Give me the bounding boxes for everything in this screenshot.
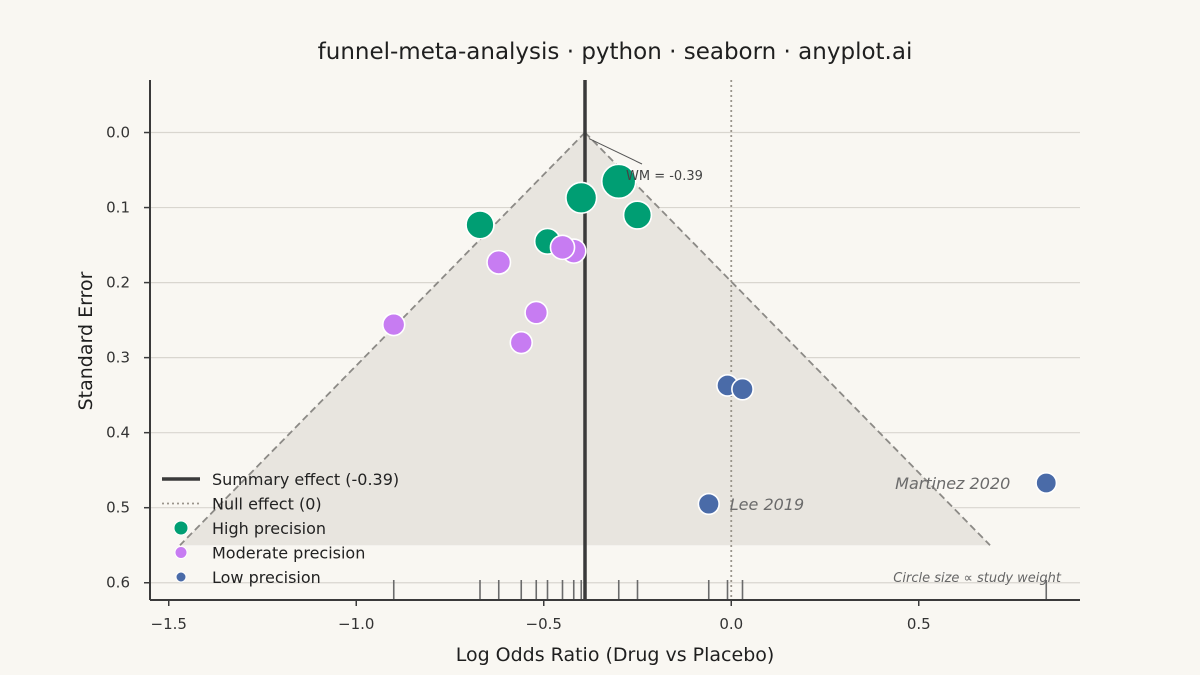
y-tick-label: 0.6 [106, 574, 130, 592]
legend-point-swatch [173, 520, 189, 536]
reference-lines [179, 80, 991, 600]
point-label: Martinez 2020 [895, 474, 1010, 493]
rug-marks [392, 580, 1048, 600]
study-point [524, 300, 549, 325]
y-axis-label: Standard Error [75, 271, 97, 410]
study-point [381, 312, 406, 337]
study-point [731, 377, 754, 401]
legend-label: High precision [212, 519, 326, 538]
legend-label: Null effect (0) [212, 495, 322, 514]
study-point [1035, 471, 1058, 494]
x-axis-label: Log Odds Ratio (Drug vs Placebo) [456, 644, 775, 666]
study-point [697, 492, 720, 516]
x-tick-label: 0.0 [719, 615, 743, 633]
wm-annotation-leader [588, 138, 643, 165]
legend-point-swatch [174, 546, 188, 559]
y-tick-label: 0.1 [106, 199, 130, 217]
y-tick-label: 0.3 [106, 349, 130, 367]
study-point [486, 249, 512, 275]
x-tick-label: −0.5 [526, 615, 562, 633]
y-tick-label: 0.5 [106, 499, 130, 517]
study-point [465, 210, 495, 240]
legend: Summary effect (-0.39) Null effect (0) Hig… [162, 470, 399, 587]
funnel-left-edge [179, 131, 586, 546]
chart-title: funnel-meta-analysis · python · seaborn … [318, 39, 913, 65]
y-tick-label: 0.0 [106, 124, 130, 142]
study-point [549, 234, 576, 261]
x-tick-label: −1.5 [151, 615, 187, 633]
x-tick-label: 0.5 [907, 615, 931, 633]
legend-label: Low precision [212, 568, 321, 587]
study-points [381, 163, 1058, 516]
legend-point-swatch [175, 571, 187, 583]
wm-annotation: WM = -0.39 [626, 169, 703, 184]
study-point [600, 163, 637, 200]
study-point [622, 200, 653, 230]
x-tick-label: −1.0 [338, 615, 374, 633]
point-labels: Martinez 2020 Lee 2019 [730, 474, 1011, 514]
axes [149, 80, 1080, 601]
weight-note: Circle size ∝ study weight [893, 571, 1062, 586]
study-point [565, 181, 598, 214]
legend-label: Moderate precision [212, 544, 365, 563]
tick-labels: −1.5 −1.0 −0.5 0.0 0.5 0.0 0.1 0.2 0.3 0.4 0.5 0.6 [106, 124, 931, 633]
y-tick-label: 0.4 [106, 424, 130, 442]
funnel-right-edge [584, 131, 991, 546]
point-label: Lee 2019 [730, 495, 804, 514]
study-point [509, 330, 533, 355]
y-tick-label: 0.2 [106, 274, 130, 292]
legend-label: Summary effect (-0.39) [212, 470, 399, 489]
